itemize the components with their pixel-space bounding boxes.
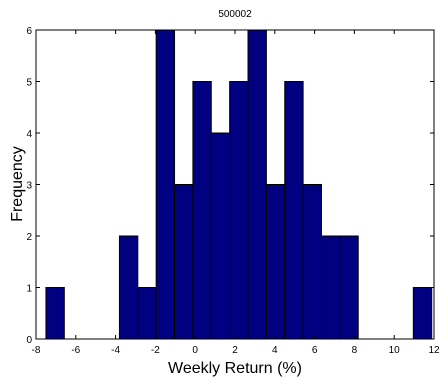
x-tick-label: 12 — [428, 345, 440, 356]
x-tick-label: 8 — [352, 345, 358, 356]
x-tick-label: -8 — [32, 345, 41, 356]
histogram-bar — [174, 184, 194, 340]
x-axis: -8 -6 -4 -2 0 2 4 6 8 10 12 — [32, 30, 440, 356]
y-tick-label: 3 — [26, 181, 32, 192]
y-axis: 0 1 2 3 4 5 6 — [26, 26, 434, 346]
histogram-bar — [265, 184, 286, 340]
y-axis-label: Frequency — [9, 146, 26, 222]
x-tick-label: 0 — [192, 345, 198, 356]
y-tick-label: 6 — [26, 26, 32, 37]
y-tick-label: 4 — [26, 129, 32, 140]
histogram-bar — [284, 81, 304, 340]
x-tick-label: -2 — [151, 345, 160, 356]
y-tick-label: 5 — [26, 78, 32, 89]
histogram-bar — [137, 287, 157, 340]
x-tick-label: 6 — [312, 345, 318, 356]
x-axis-label: Weekly Return (%) — [168, 360, 302, 377]
histogram-bar — [45, 287, 65, 340]
histogram-bar — [192, 81, 212, 340]
histogram-bar — [320, 235, 341, 340]
histogram-bar — [155, 29, 176, 340]
histogram-bar — [412, 287, 433, 340]
histogram-bar — [229, 81, 249, 340]
x-tick-label: 4 — [272, 345, 278, 356]
y-tick-label: 2 — [26, 232, 32, 243]
y-tick-label: 0 — [26, 335, 32, 346]
histogram-bar — [247, 29, 267, 340]
chart-title: 500002 — [218, 9, 252, 20]
histogram-bar — [302, 184, 322, 340]
x-tick-label: 2 — [232, 345, 238, 356]
x-tick-label: 10 — [389, 345, 401, 356]
x-tick-label: -6 — [71, 345, 80, 356]
histogram-bar — [339, 235, 359, 340]
histogram-bar — [118, 235, 139, 340]
y-tick-label: 1 — [26, 284, 32, 295]
bars-group — [45, 29, 433, 340]
x-tick-label: -4 — [111, 345, 120, 356]
histogram-bar — [210, 132, 231, 340]
